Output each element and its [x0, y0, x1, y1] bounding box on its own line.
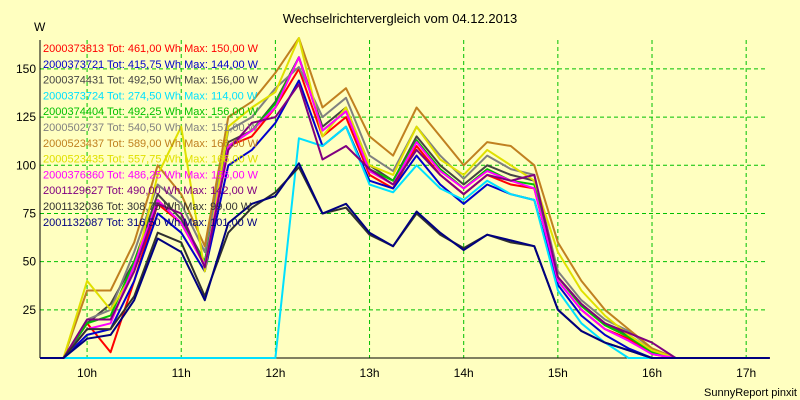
series-line-2001129627: [40, 83, 770, 359]
x-tick-label: 10h: [77, 366, 97, 380]
y-tick-label: 150: [16, 62, 36, 76]
legend-entry-2000374431: 2000374431 Tot: 492,50 Wh Max: 156,00 W: [43, 75, 259, 87]
y-axis-label: W: [34, 20, 46, 34]
y-tick-label: 75: [23, 206, 37, 220]
x-tick-label: 14h: [454, 366, 474, 380]
legend-entry-2001132087: 2001132087 Tot: 316,50 Wh Max: 101,00 W: [43, 217, 258, 229]
chart-title: Wechselrichtervergleich vom 04.12.2013: [283, 11, 518, 26]
x-tick-label: 17h: [736, 366, 756, 380]
x-tick-label: 11h: [172, 366, 191, 380]
plot-area: 25 50 75 100 125 150 10h 11h 12h 13h 14h 15h 16h 17h 2…: [16, 37, 770, 380]
series-line-2000373724: [40, 125, 770, 359]
series-line-2000523435: [40, 37, 770, 359]
legend-entry-2000373724: 2000373724 Tot: 274,50 Wh Max: 114,00 W: [43, 90, 258, 102]
legend-entry-2000523435: 2000523435 Tot: 557,75 Wh Max: 166,00 W: [43, 154, 259, 166]
y-tick-label: 50: [23, 255, 37, 269]
y-tick-label: 125: [16, 110, 36, 124]
series-line-2000523437: [40, 37, 770, 359]
legend-entry-2001132036: 2001132036 Tot: 308,75 Wh Max: 99,00 W: [43, 201, 252, 213]
y-tick-label: 100: [16, 158, 36, 172]
legend-entry-2000374404: 2000374404 Tot: 492,25 Wh Max: 156,00 W: [43, 106, 259, 118]
series-line-2000376360: [40, 56, 770, 359]
legend-entry-2001129627: 2001129627 Tot: 490,00 Wh Max: 142,00 W: [43, 185, 258, 197]
x-tick-label: 13h: [360, 366, 380, 380]
y-tick-label: 25: [23, 303, 37, 317]
x-tick-label: 16h: [642, 366, 662, 380]
legend-entry-2000373721: 2000373721 Tot: 415,75 Wh Max: 144,00 W: [43, 59, 259, 71]
legend-entry-2000373813: 2000373813 Tot: 461,00 Wh Max: 150,00 W: [43, 43, 259, 55]
x-tick-label: 12h: [265, 366, 285, 380]
legend-entry-2000376360: 2000376360 Tot: 486,25 Wh Max: 156,00 W: [43, 169, 259, 181]
legend-entry-2000523437: 2000523437 Tot: 589,00 Wh Max: 166,00 W: [43, 138, 259, 150]
legend-entry-2000502737: 2000502737 Tot: 540,50 Wh Max: 151,00 W: [43, 122, 259, 134]
x-tick-label: 15h: [548, 366, 568, 380]
footer-credit: SunnyReport pinxit: [704, 387, 797, 399]
series-line-2001132087: [40, 162, 770, 359]
